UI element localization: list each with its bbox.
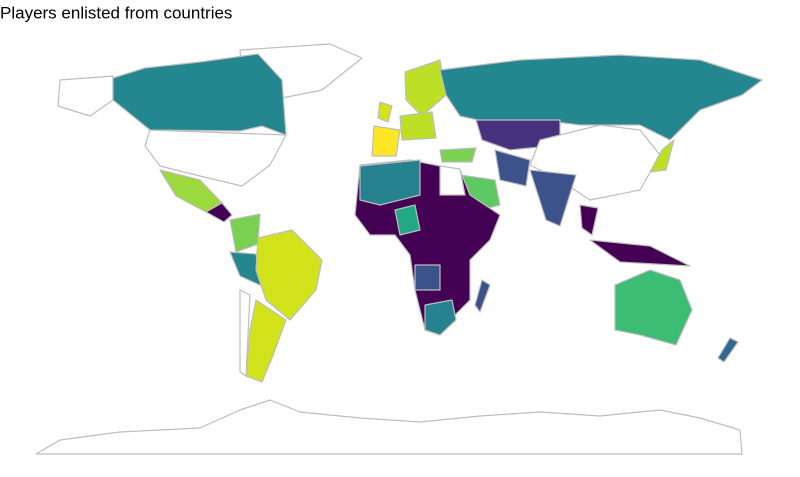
country: [414, 264, 441, 291]
country: [614, 269, 693, 346]
country: [649, 139, 675, 173]
country: [205, 202, 233, 223]
country: [439, 165, 466, 196]
country: [245, 299, 287, 383]
country: [239, 289, 251, 377]
country: [394, 204, 421, 236]
country: [439, 147, 477, 163]
country: [494, 149, 531, 187]
country: [359, 159, 421, 206]
country: [589, 239, 691, 267]
country: [377, 101, 393, 123]
countries: [35, 43, 763, 455]
country: [717, 337, 739, 363]
country: [144, 129, 287, 187]
country: [229, 213, 261, 253]
country: [371, 125, 401, 157]
map-title: Players enlisted from countries: [0, 3, 232, 22]
country: [424, 299, 457, 336]
country: [529, 169, 577, 227]
country: [579, 204, 599, 236]
coastline: [35, 399, 743, 455]
country: [474, 279, 491, 313]
country: [57, 75, 114, 117]
country: [399, 111, 437, 141]
country: [112, 53, 287, 136]
country: [404, 59, 447, 117]
country: [255, 229, 323, 321]
country: [439, 54, 763, 141]
